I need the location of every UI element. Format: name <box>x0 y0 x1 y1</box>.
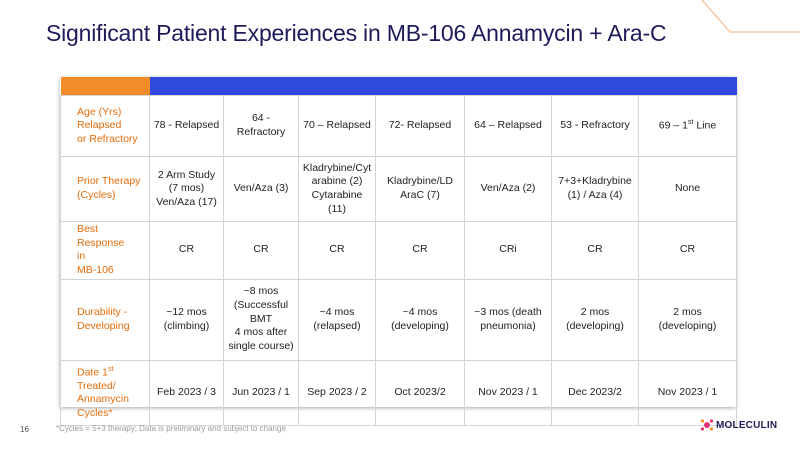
header-cell <box>223 77 299 96</box>
table-row-best-response: Best Response in MB-106 CR CR CR CR CRi CR… <box>60 221 737 280</box>
header-cell <box>375 77 465 96</box>
table-cell: Jun 2023 / 1 <box>223 359 299 426</box>
header-cell <box>149 77 224 96</box>
table-cell: 64 – Relapsed <box>464 95 552 157</box>
table-cell: CR <box>298 221 376 280</box>
page-title: Significant Patient Experiences in MB-10… <box>46 20 667 46</box>
table-cell: 78 - Relapsed <box>149 95 224 157</box>
table-cell: Dec 2023/2 <box>551 359 639 426</box>
header-cell <box>551 77 639 96</box>
table-cell: Ven/Aza (3) <box>223 156 299 222</box>
table-cell: Nov 2023 / 1 <box>638 359 737 426</box>
table-cell: Nov 2023 / 1 <box>464 359 552 426</box>
page-number: 16 <box>20 425 29 434</box>
table-row-date-treated: Date 1st Treated/Annamycin Cycles* Feb 202… <box>60 359 737 426</box>
patient-table: Age (Yrs) Relapsed or Refractory 78 - Rela… <box>60 77 737 426</box>
table-cell: 2 mos (developing) <box>638 278 737 361</box>
table-cell: CRi <box>464 221 552 280</box>
row-label-date-treated: Date 1st Treated/Annamycin Cycles* <box>60 359 150 426</box>
footnote: *Cycles = 5+3 therapy; Data is prelimina… <box>56 424 286 433</box>
header-cell <box>298 77 376 96</box>
table-cell: 70 – Relapsed <box>298 95 376 157</box>
table-cell: None <box>638 156 737 222</box>
table-cell: Kladrybine/LD AraC (7) <box>375 156 465 222</box>
table-cell: ~4 mos (relapsed) <box>298 278 376 361</box>
table-cell: CR <box>551 221 639 280</box>
row-label-best-response: Best Response in MB-106 <box>60 221 150 280</box>
table-cell: 2 Arm Study (7 mos) Ven/Aza (17) <box>149 156 224 222</box>
table-cell: 2 mos (developing) <box>551 278 639 361</box>
company-logo: MOLECULIN <box>700 418 777 432</box>
table-cell: Feb 2023 / 3 <box>149 359 224 426</box>
header-cell <box>638 77 737 96</box>
table-cell: 53 - Refractory <box>551 95 639 157</box>
row-label-age: Age (Yrs) Relapsed or Refractory <box>60 95 150 157</box>
table-cell: ~8 mos (Successful BMT 4 mos after single co… <box>223 278 299 361</box>
table-cell: ~4 mos (developing) <box>375 278 465 361</box>
row-label-prior-therapy: Prior Therapy (Cycles) <box>60 156 150 222</box>
table-row-age: Age (Yrs) Relapsed or Refractory 78 - Rela… <box>60 95 737 157</box>
logo-text: MOLECULIN <box>716 419 778 431</box>
table-cell: CR <box>375 221 465 280</box>
table-cell: CR <box>638 221 737 280</box>
table-cell: 64 - Refractory <box>223 95 299 157</box>
table-cell: 7+3+Kladrybine (1) / Aza (4) <box>551 156 639 222</box>
table-cell: Kladrybine/Cyt arabine (2) Cytarabine (11) <box>298 156 376 222</box>
table-cell: 72- Relapsed <box>375 95 465 157</box>
table-row-durability: Durability - Developing ~12 mos (climbing)… <box>60 278 737 361</box>
table-cell: 69 – 1st Line <box>638 95 737 157</box>
table-row-prior-therapy: Prior Therapy (Cycles) 2 Arm Study (7 mos)… <box>60 156 737 222</box>
header-cell <box>464 77 552 96</box>
table-cell: Ven/Aza (2) <box>464 156 552 222</box>
table-cell: Oct 2023/2 <box>375 359 465 426</box>
table-cell: Sep 2023 / 2 <box>298 359 376 426</box>
table-cell: ~3 mos (death pneumonia) <box>464 278 552 361</box>
corner-decoration <box>701 0 800 33</box>
table-cell: CR <box>149 221 224 280</box>
table-header-row <box>60 77 737 96</box>
header-cell <box>60 77 150 96</box>
table-cell: ~12 mos (climbing) <box>149 278 224 361</box>
table-cell: CR <box>223 221 299 280</box>
row-label-durability: Durability - Developing <box>60 278 150 361</box>
molecule-logo-icon <box>700 419 714 431</box>
